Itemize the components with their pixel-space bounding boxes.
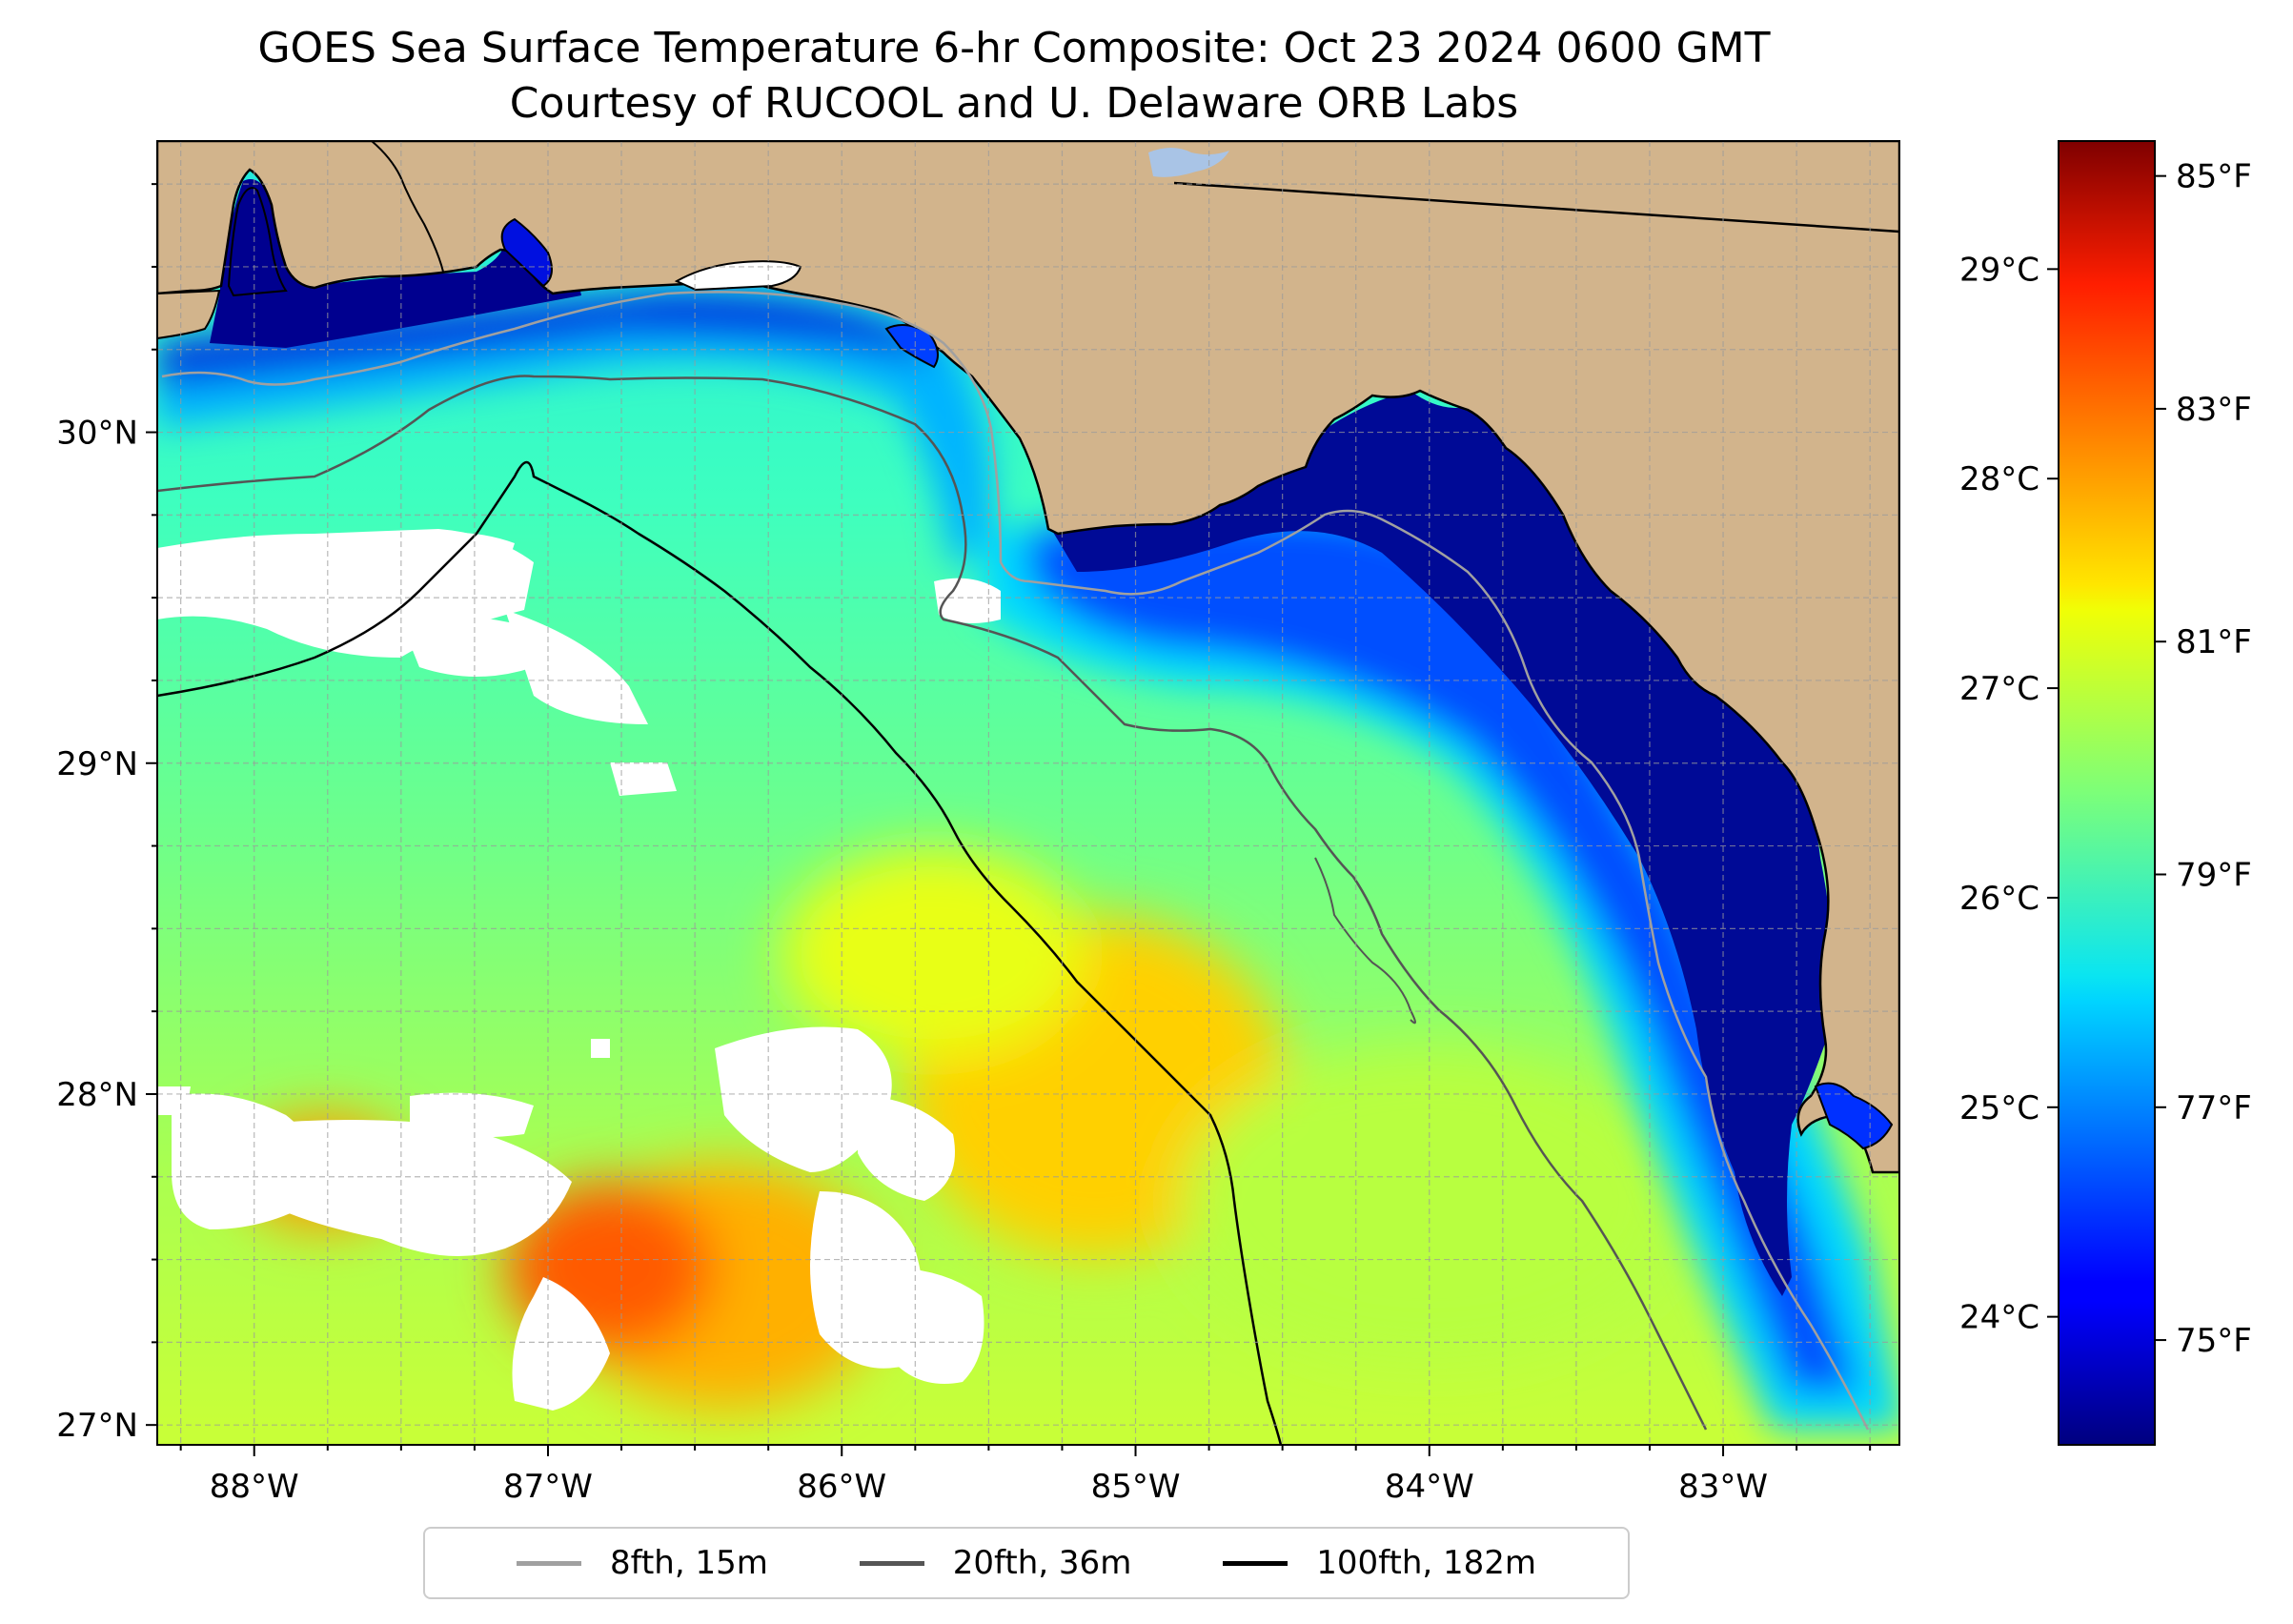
no-data-regions bbox=[157, 529, 1001, 1411]
colorbar-f-label: 77°F bbox=[2176, 1089, 2252, 1127]
colorbar-c-label: 25°C bbox=[1959, 1089, 2039, 1127]
x-tick-label: 86°W bbox=[797, 1468, 886, 1506]
contour-20fth bbox=[157, 375, 1708, 1431]
colorbar-f-label: 75°F bbox=[2176, 1322, 2252, 1360]
legend-label-20fth: 20fth, 36m bbox=[952, 1544, 1132, 1582]
colorbar-c-label: 26°C bbox=[1959, 880, 2039, 918]
land-mass bbox=[157, 141, 1899, 1174]
contour-8fth bbox=[161, 291, 1870, 1431]
y-tick-label: 30°N bbox=[56, 415, 138, 453]
legend-item-100fth: 100fth, 182m bbox=[1223, 1544, 1536, 1582]
legend-swatch-20fth bbox=[859, 1560, 924, 1566]
title-line-2: Courtesy of RUCOOL and U. Delaware ORB L… bbox=[509, 79, 1519, 128]
mobile-bay bbox=[227, 187, 288, 297]
legend: 8fth, 15m 20fth, 36m 100fth, 182m bbox=[423, 1527, 1630, 1599]
x-tick-label: 88°W bbox=[210, 1468, 299, 1506]
colorbar-f-label: 83°F bbox=[2176, 391, 2252, 429]
colorbar-ticks: 75°F 77°F 79°F 81°F 83°F 85°F 24°C 25°C 26°C 27°C… bbox=[1959, 158, 2252, 1360]
pensacola-bay-water bbox=[210, 179, 581, 348]
title-line-1: GOES Sea Surface Temperature 6-hr Compos… bbox=[257, 24, 1771, 72]
legend-label-100fth: 100fth, 182m bbox=[1316, 1544, 1537, 1582]
colorbar-c-label: 27°C bbox=[1959, 670, 2039, 708]
y-tick-label: 27°N bbox=[56, 1407, 138, 1445]
colorbar-c-label: 29°C bbox=[1959, 251, 2039, 289]
colorbar-f-label: 85°F bbox=[2176, 158, 2252, 196]
legend-item-20fth: 20fth, 36m bbox=[859, 1544, 1132, 1582]
colorbar-c-label: 24°C bbox=[1959, 1299, 2039, 1337]
legend-swatch-100fth bbox=[1223, 1560, 1289, 1566]
colorbar-f-label: 81°F bbox=[2176, 623, 2252, 661]
colorbar-c-label: 28°C bbox=[1959, 460, 2039, 498]
legend-item-8fth: 8fth, 15m bbox=[516, 1544, 768, 1582]
contour-100fth bbox=[157, 460, 1283, 1445]
alabama-border bbox=[371, 141, 444, 273]
map-title: GOES Sea Surface Temperature 6-hr Compos… bbox=[0, 21, 2028, 132]
map-frame bbox=[156, 140, 1900, 1446]
colorbar bbox=[2058, 140, 2156, 1446]
y-tick-label: 29°N bbox=[56, 745, 138, 783]
contour-reef bbox=[1314, 857, 1416, 1025]
pensacola-bay bbox=[500, 217, 553, 288]
x-tick-label: 85°W bbox=[1091, 1468, 1181, 1506]
dark-nearshore-band bbox=[1048, 391, 1834, 1296]
colorbar-f-label: 79°F bbox=[2176, 857, 2252, 895]
map-axes: 88°W 87°W 86°W 85°W 84°W 83°W 27°N 28°N 29°N 30°N bbox=[56, 183, 1872, 1506]
x-tick-label: 83°W bbox=[1678, 1468, 1768, 1506]
y-tick-label: 28°N bbox=[56, 1076, 138, 1114]
mississippi-coast bbox=[157, 289, 221, 340]
st-andrew-bay bbox=[884, 324, 939, 369]
state-border bbox=[1173, 181, 1899, 233]
map-gridlines bbox=[157, 141, 1899, 1445]
x-tick-label: 84°W bbox=[1385, 1468, 1474, 1506]
legend-label-8fth: 8fth, 15m bbox=[609, 1544, 768, 1582]
x-tick-label: 87°W bbox=[503, 1468, 593, 1506]
tampa-bay bbox=[1814, 1082, 1894, 1150]
legend-swatch-8fth bbox=[516, 1560, 581, 1566]
